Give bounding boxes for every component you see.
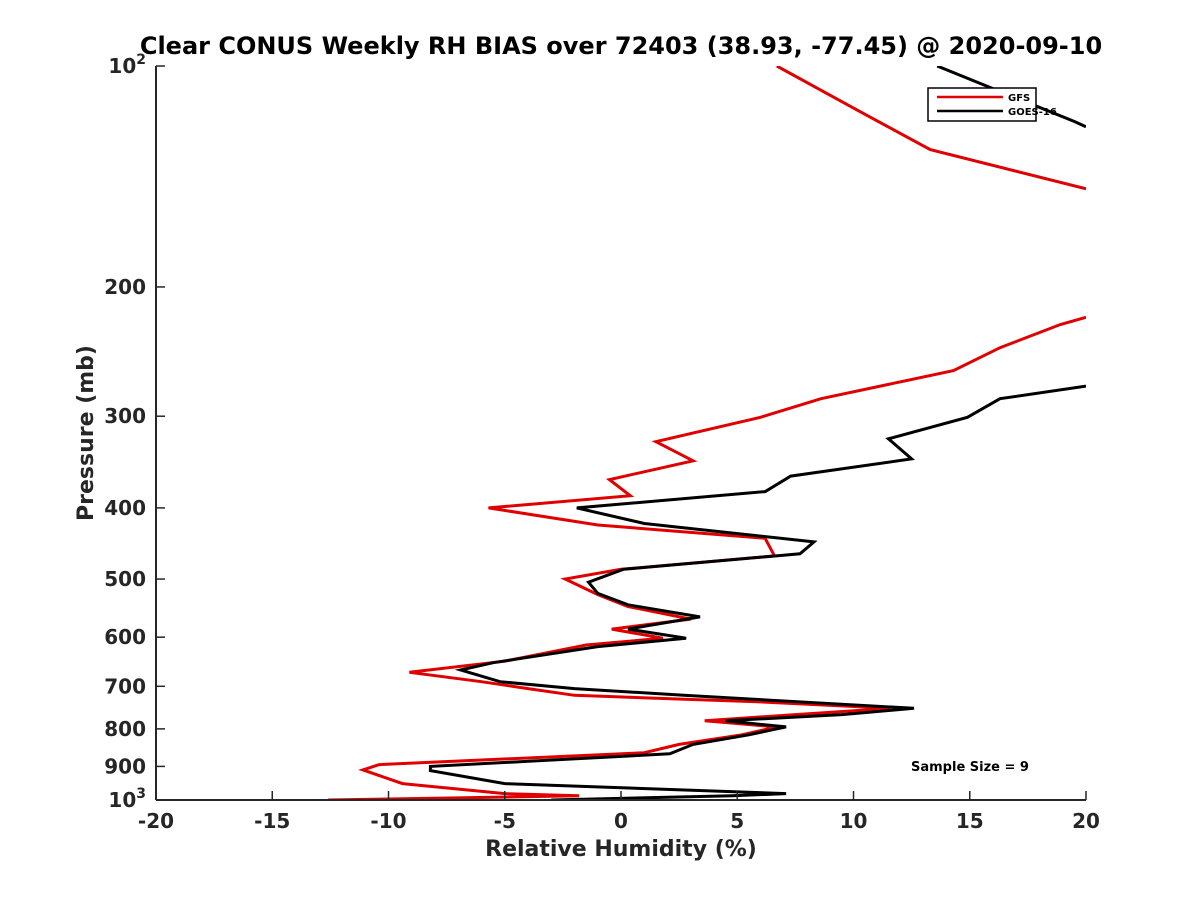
y-tick-label: 300: [104, 404, 146, 428]
chart-title: Clear CONUS Weekly RH BIAS over 72403 (3…: [140, 32, 1102, 60]
series-line-gfs-seg-1: [328, 315, 1086, 800]
y-tick-label: 900: [104, 754, 146, 778]
x-tick-label: 10: [840, 809, 868, 833]
y-tick-label: 500: [104, 567, 146, 591]
x-axis-label: Relative Humidity (%): [485, 837, 757, 862]
x-tick-label: -5: [494, 809, 516, 833]
legend-label-gfs: GFS: [1008, 93, 1030, 104]
legend: GFS GOES-16: [927, 87, 1057, 122]
series-line-gfs-seg-0: [776, 66, 1086, 191]
y-tick-label: 400: [104, 496, 146, 520]
x-tick-label: 20: [1072, 809, 1100, 833]
y-tick-label: 700: [104, 674, 146, 698]
x-tick-label: 15: [956, 809, 984, 833]
y-axis-label: Pressure (mb): [74, 345, 99, 521]
x-tick-label: 0: [614, 809, 628, 833]
x-tick-label: -10: [370, 809, 406, 833]
y-tick-label: 800: [104, 717, 146, 741]
y-tick-label: 600: [104, 625, 146, 649]
x-tick-label: -20: [138, 809, 174, 833]
y-tick-label: 102: [108, 52, 146, 78]
x-tick-label: 5: [730, 809, 744, 833]
sample-size-annotation: Sample Size = 9: [911, 760, 1029, 775]
series-line-goes16-seg-1: [428, 384, 1086, 800]
y-tick-label: 200: [104, 275, 146, 299]
x-ticks: -20 -15 -10 -5 0 5 10 15 20: [138, 791, 1100, 833]
series-layer: [328, 66, 1086, 800]
x-tick-label: -15: [254, 809, 290, 833]
legend-label-goes16: GOES-16: [1008, 107, 1057, 118]
legend-box: [927, 87, 1037, 122]
